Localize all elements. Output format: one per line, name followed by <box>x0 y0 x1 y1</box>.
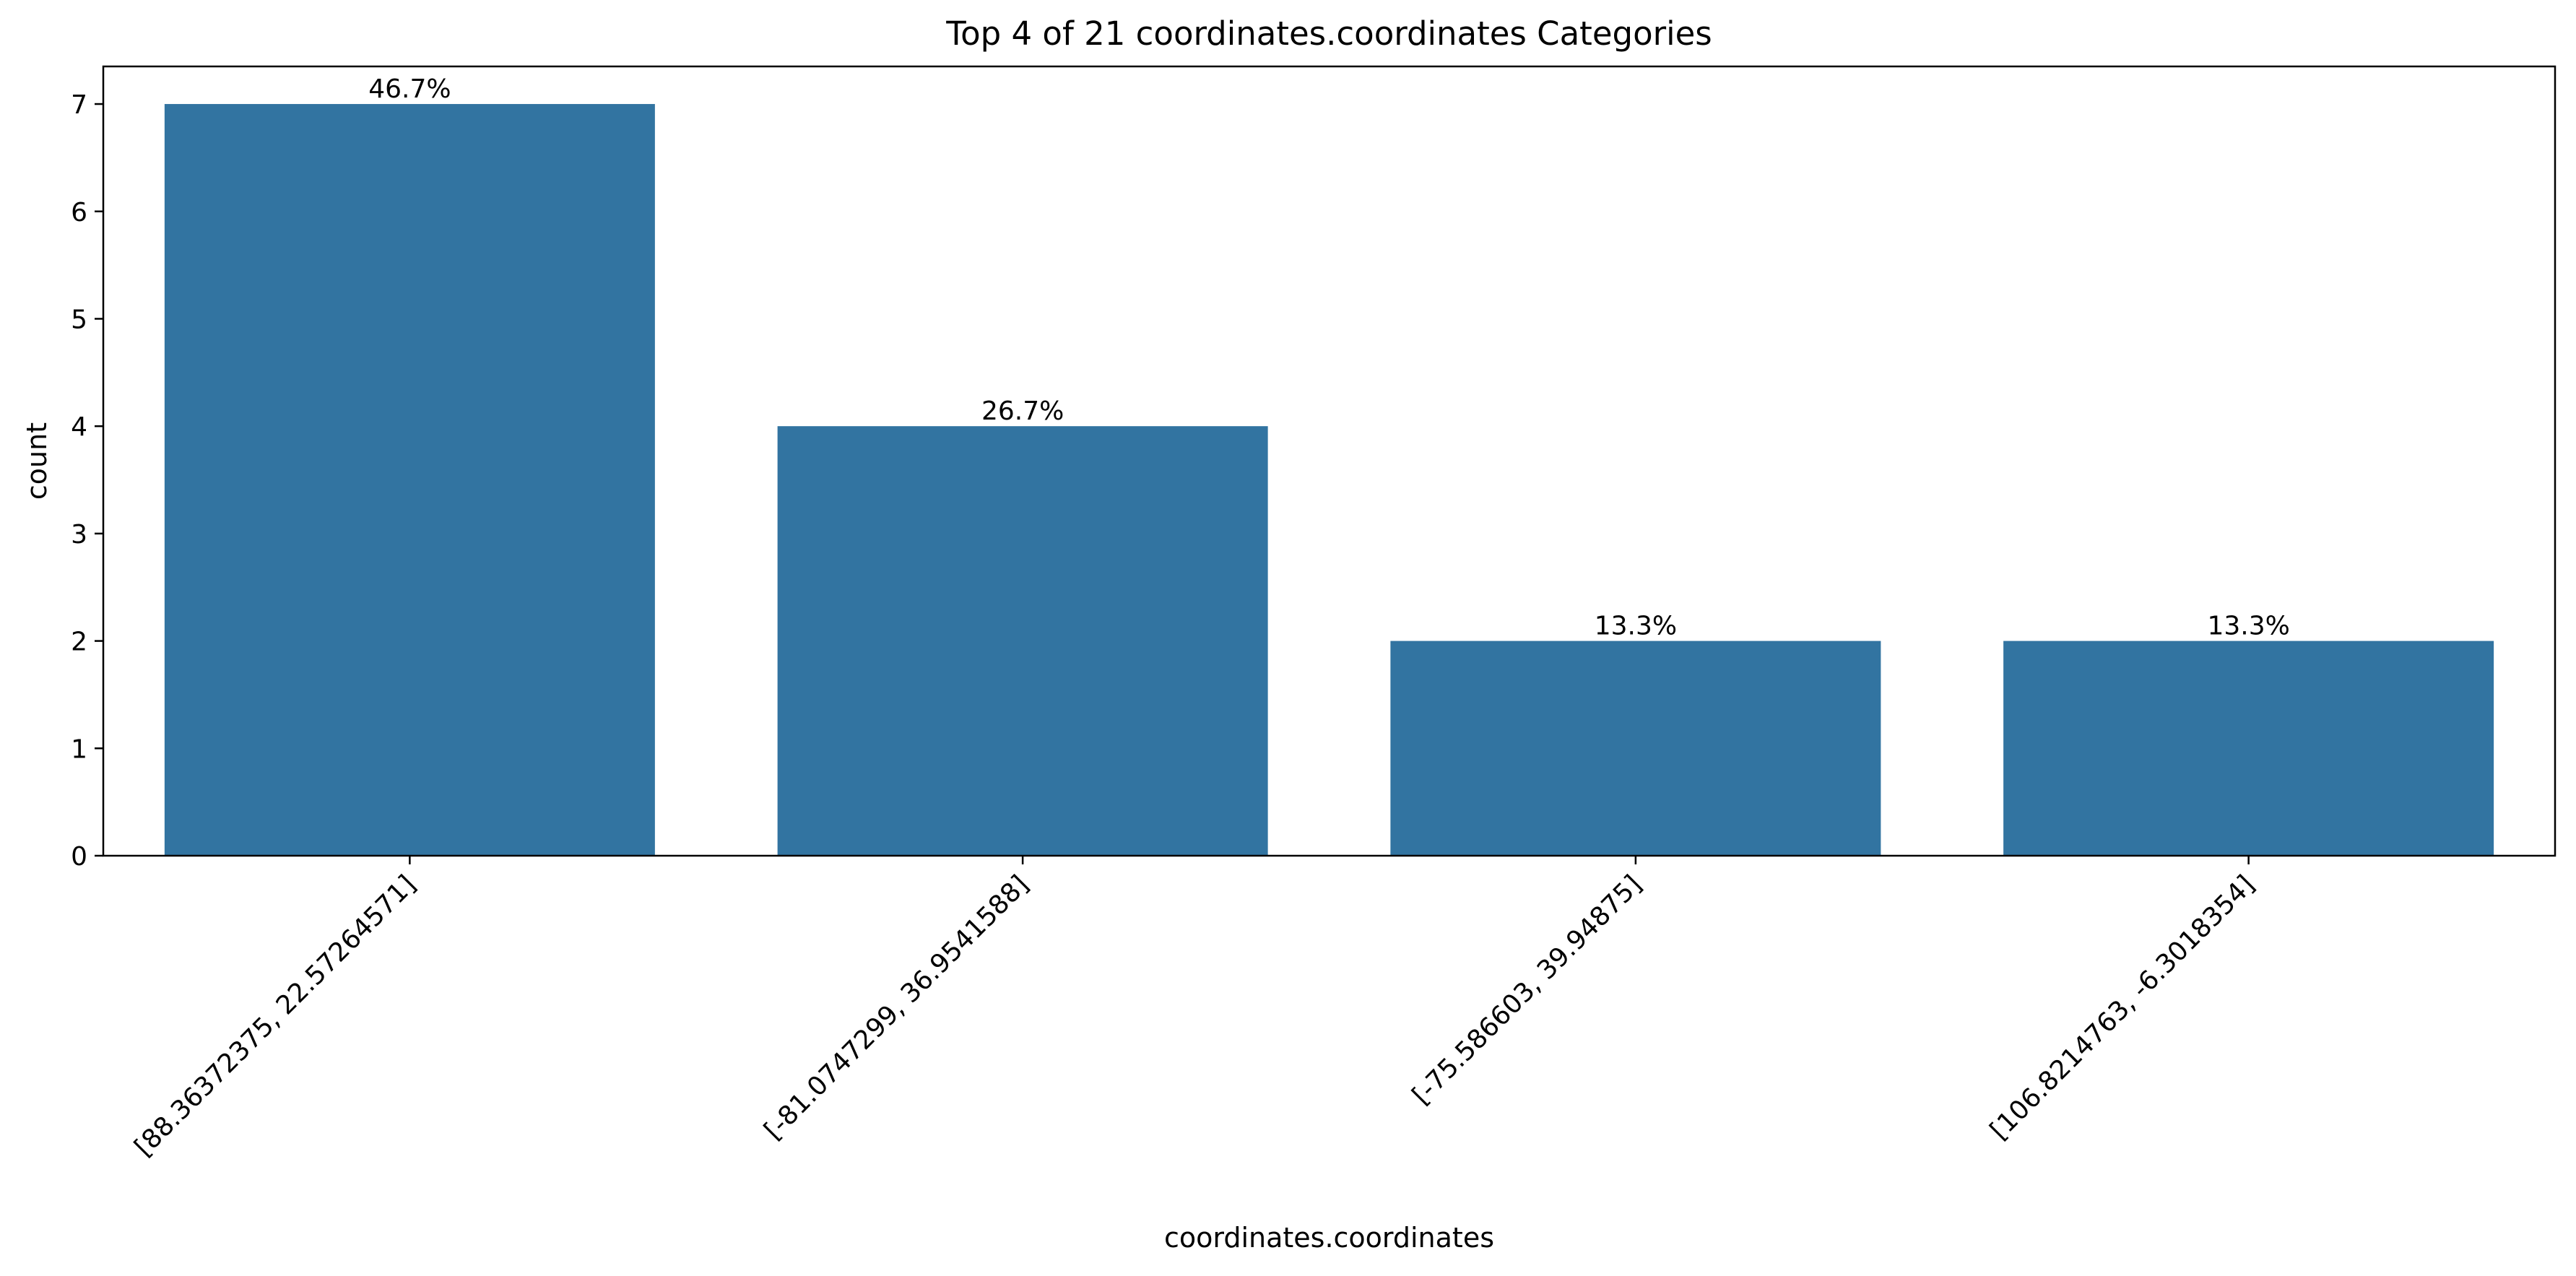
x-tick-label: [-81.0747299, 36.9541588] <box>759 869 1035 1145</box>
bar <box>164 104 655 856</box>
bar <box>2003 641 2494 856</box>
bar-data-label: 13.3% <box>1595 612 1677 641</box>
plot-frame <box>102 65 2557 857</box>
bar-data-label: 13.3% <box>2207 612 2289 641</box>
y-tick-label: 6 <box>71 198 87 227</box>
y-axis-title: count <box>21 422 53 500</box>
data-labels-group: 46.7% 26.7% 13.3% 13.3% <box>368 74 2290 641</box>
y-tick-label: 0 <box>71 842 87 872</box>
y-axis: 0 1 2 3 4 5 6 7 <box>71 90 103 872</box>
chart-title: Top 4 of 21 coordinates.coordinates Cate… <box>945 14 1712 53</box>
x-axis: [88.36372375, 22.57264571] [-81.0747299, … <box>129 856 2260 1163</box>
x-tick-label: [106.8214763, -6.3018354] <box>1985 869 2260 1145</box>
x-tick-label: [88.36372375, 22.57264571] <box>129 869 422 1162</box>
y-tick-label: 3 <box>71 520 87 550</box>
bars-group <box>164 104 2494 856</box>
x-tick-label: [-75.586603, 39.94875] <box>1407 869 1647 1110</box>
y-tick-label: 2 <box>71 628 87 657</box>
y-tick-label: 7 <box>71 90 87 120</box>
y-tick-label: 5 <box>71 305 87 334</box>
y-tick-label: 1 <box>71 734 87 764</box>
bar <box>1390 641 1881 856</box>
bar <box>777 426 1268 856</box>
y-tick-label: 4 <box>71 412 87 442</box>
x-axis-title: coordinates.coordinates <box>1164 1222 1494 1254</box>
bar-data-label: 26.7% <box>981 396 1064 426</box>
bar-data-label: 46.7% <box>368 74 451 104</box>
